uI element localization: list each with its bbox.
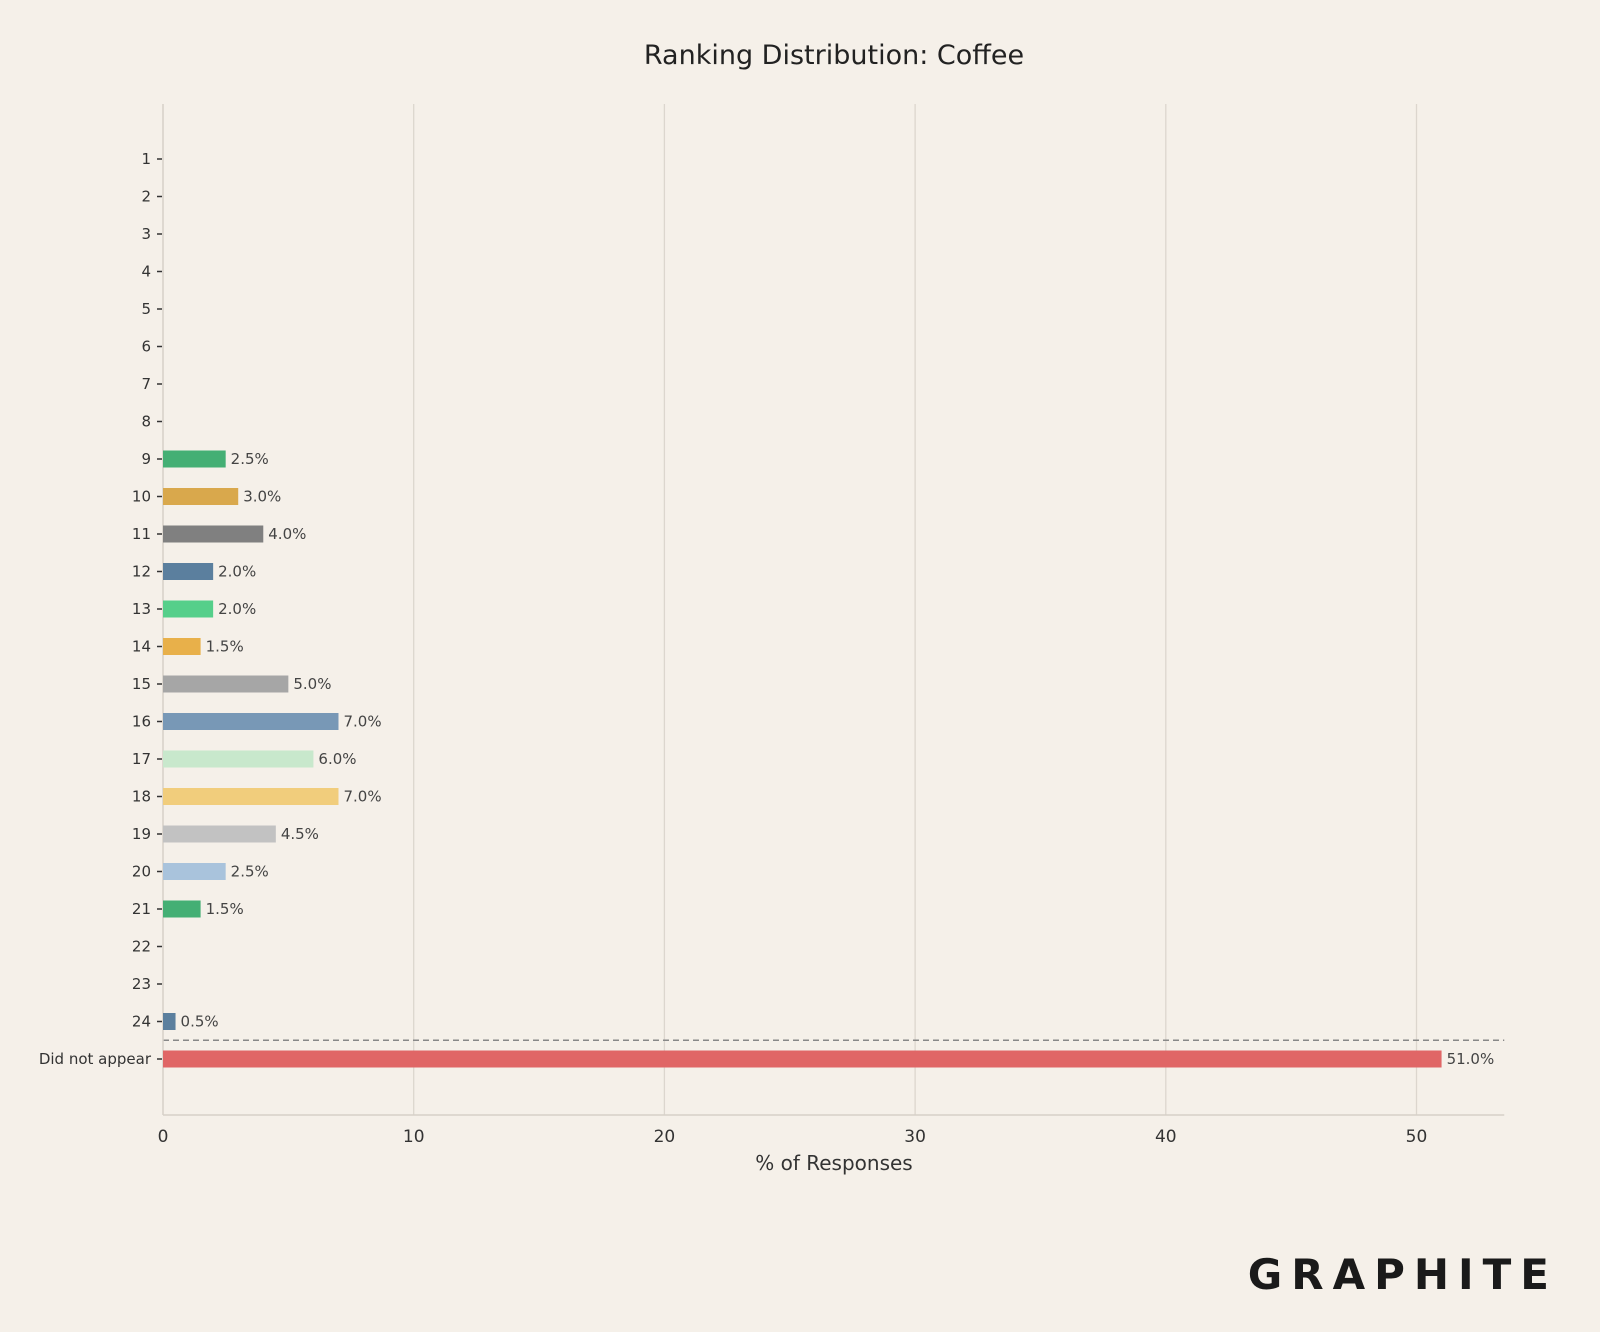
data-label: 0.5%	[181, 1013, 219, 1031]
bar	[163, 450, 226, 468]
y-tick-label: 16	[132, 713, 151, 731]
data-label: 1.5%	[206, 638, 244, 656]
data-label: 7.0%	[343, 788, 381, 806]
y-tick-label: 22	[132, 938, 151, 956]
label-layer: 2.5% 3.0% 4.0% 2.0% 2.0% 1.5% 5.0% 7.0% 6.0% 7.0%…	[181, 450, 1495, 1068]
x-tick-label: 30	[904, 1127, 926, 1147]
bar	[163, 675, 289, 693]
y-tick-label: 15	[132, 675, 151, 693]
bar	[163, 900, 201, 918]
y-tick-label: 14	[132, 638, 151, 656]
bar	[163, 638, 201, 655]
data-label: 2.0%	[218, 600, 256, 618]
grid-layer	[163, 104, 1505, 1115]
bar	[163, 825, 276, 843]
y-tick-label: 4	[141, 263, 151, 281]
chart-title: Ranking Distribution: Coffee	[644, 40, 1024, 71]
y-tick-label: 1	[141, 150, 151, 168]
bar	[163, 1013, 176, 1030]
bar-layer	[163, 450, 1442, 1068]
bar	[163, 563, 214, 580]
x-axis-label: % of Responses	[755, 1151, 912, 1175]
y-tick-label: 13	[132, 600, 151, 618]
y-tick-label: 19	[132, 825, 151, 843]
data-label: 4.5%	[281, 825, 319, 843]
y-tick-label: 3	[141, 225, 151, 243]
bar	[163, 525, 264, 543]
bar	[163, 863, 226, 880]
bar	[163, 600, 214, 618]
data-label: 2.0%	[218, 563, 256, 581]
y-tick-label: 12	[132, 563, 151, 581]
data-label: 5.0%	[293, 675, 331, 693]
x-tick-label: 10	[403, 1127, 425, 1147]
y-tick-label: 18	[132, 788, 151, 806]
bar	[163, 488, 239, 505]
y-tick-label: 2	[141, 188, 151, 206]
y-tick-label: 17	[132, 750, 151, 768]
y-tick-label: 6	[141, 338, 151, 356]
y-tick-label: 23	[132, 975, 151, 993]
brand-logo-text: GRAPHITE	[1248, 1250, 1558, 1299]
y-tick-label: 9	[141, 450, 151, 468]
y-tick-label: 24	[132, 1013, 151, 1031]
data-label: 51.0%	[1447, 1050, 1495, 1068]
y-tick-label: 21	[132, 900, 151, 918]
bar	[163, 750, 314, 768]
y-tick-label: 11	[132, 525, 151, 543]
data-label: 7.0%	[343, 713, 381, 731]
y-tick-label: 20	[132, 863, 151, 881]
y-tick-label: 10	[132, 488, 151, 506]
y-tick-label: 5	[141, 300, 151, 318]
bar	[163, 788, 339, 805]
x-tick-label: 0	[158, 1127, 169, 1147]
data-label: 3.0%	[243, 488, 281, 506]
y-tick-label: 8	[141, 413, 151, 431]
x-tick-label: 50	[1406, 1127, 1428, 1147]
brand-logo: GRAPHITE	[1248, 1250, 1558, 1299]
bar	[163, 1050, 1442, 1068]
data-label: 2.5%	[231, 863, 269, 881]
x-tick-label: 20	[654, 1127, 676, 1147]
bar	[163, 713, 339, 730]
data-label: 4.0%	[268, 525, 306, 543]
y-tick-label: 7	[141, 375, 151, 393]
x-tick-label: 40	[1155, 1127, 1177, 1147]
data-label: 6.0%	[318, 750, 356, 768]
y-tick-label: Did not appear	[39, 1050, 152, 1068]
data-label: 1.5%	[206, 900, 244, 918]
data-label: 2.5%	[231, 450, 269, 468]
axis-layer: 0 10 20 30 40 5012345678910111213141516171819…	[39, 104, 1505, 1147]
